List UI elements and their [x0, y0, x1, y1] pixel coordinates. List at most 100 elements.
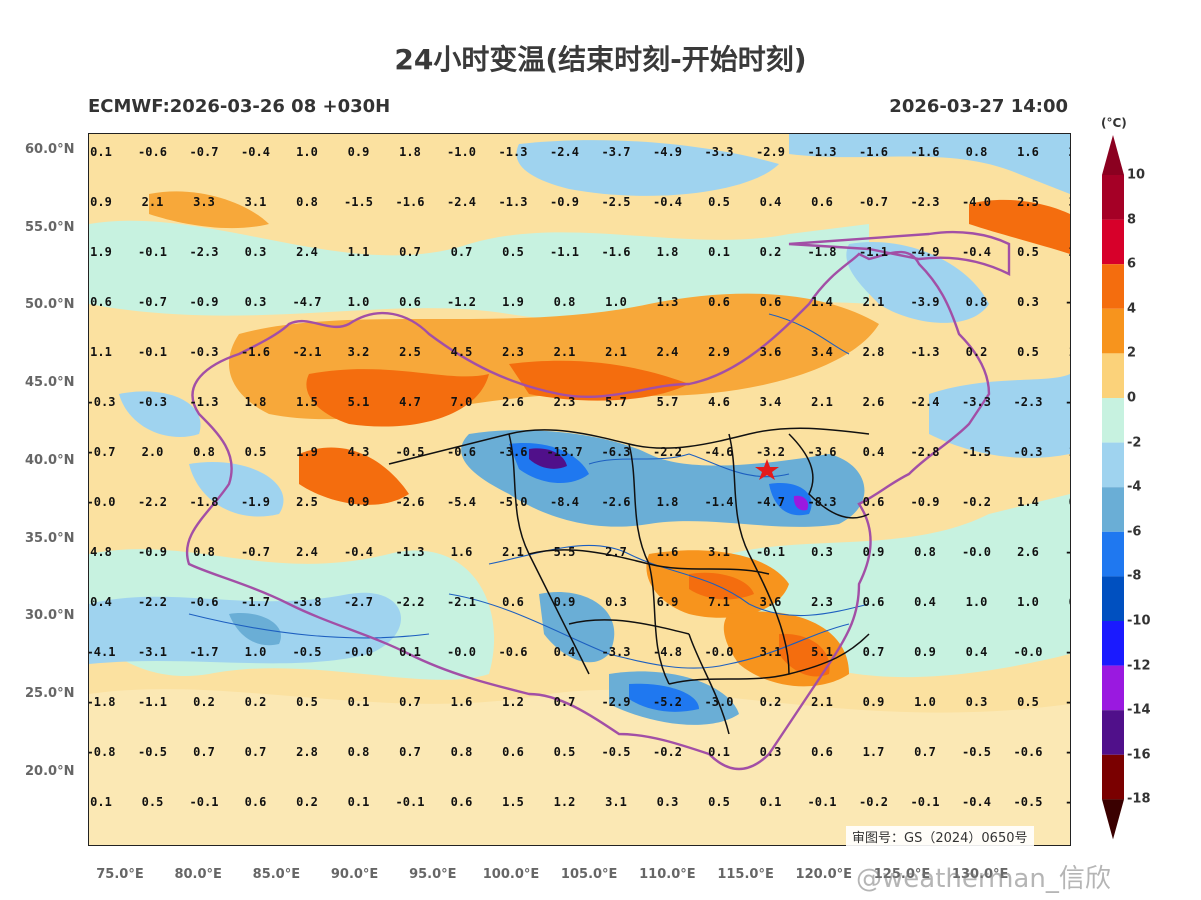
grid-value: -0.3	[190, 345, 219, 359]
grid-value: 0.6	[863, 495, 885, 509]
colorbar-segment	[1102, 264, 1124, 309]
grid-value: 0.6	[451, 795, 473, 809]
grid-value: 0.9	[90, 195, 112, 209]
grid-value: -1.6	[911, 145, 940, 159]
grid-value: 0.5	[502, 245, 524, 259]
grid-value: 0.6	[1069, 495, 1070, 509]
grid-value: 5.1	[811, 645, 833, 659]
grid-value: 0.7	[914, 745, 936, 759]
grid-value: -0.4	[1065, 795, 1070, 809]
grid-value: 1.0	[605, 295, 627, 309]
grid-value: 0.5	[1017, 245, 1039, 259]
temperature-change-map[interactable]: 0.1 -0.6 -0.7 -0.4 1.0 0.9 1.8 -1.0 -1.3 -2.4 -3.7…	[88, 133, 1071, 846]
grid-value: 0.2	[760, 695, 782, 709]
grid-value: -3.2	[1065, 745, 1070, 759]
grid-value: -0.3	[1014, 445, 1043, 459]
grid-value: -2.6	[396, 495, 425, 509]
grid-value: 5.7	[605, 395, 627, 409]
longitude-tick-label: 80.0°E	[174, 867, 222, 882]
grid-value: -2.4	[447, 195, 476, 209]
grid-value: 1.8	[657, 495, 679, 509]
beijing-star-icon[interactable]	[755, 459, 779, 480]
grid-value: -2.2	[138, 495, 167, 509]
grid-value: -0.9	[550, 195, 579, 209]
temperature-field	[89, 134, 1070, 845]
grid-value: 0.4	[90, 595, 112, 609]
colorbar	[1102, 135, 1124, 840]
grid-value: 0.6	[811, 745, 833, 759]
latitude-tick-label: 50.0°N	[25, 297, 75, 313]
grid-value: -1.3	[808, 145, 837, 159]
grid-value: 0.8	[348, 745, 370, 759]
grid-value: -0.0	[447, 645, 476, 659]
grid-value: 3.1	[605, 795, 627, 809]
grid-value: 0.9	[863, 695, 885, 709]
grid-value: 0.3	[1017, 295, 1039, 309]
grid-value: 1.8	[399, 145, 421, 159]
colorbar-segment	[1102, 487, 1124, 532]
grid-value: 3.1	[245, 195, 267, 209]
grid-value: 3.6	[760, 345, 782, 359]
grid-value: 3.1	[760, 645, 782, 659]
colorbar-tick-label: -6	[1127, 524, 1142, 540]
colorbar-segment	[1102, 621, 1124, 666]
grid-value: -0.2	[859, 795, 888, 809]
grid-value: -3.3	[962, 395, 991, 409]
grid-value: -1.6	[241, 345, 270, 359]
longitude-tick-label: 90.0°E	[330, 867, 379, 882]
grid-value: 0.1	[708, 245, 730, 259]
grid-value: -2.4	[911, 395, 940, 409]
grid-value: -1.2	[447, 295, 476, 309]
grid-value: 3.1	[1069, 195, 1070, 209]
grid-value: -1.3	[396, 545, 425, 559]
grid-value: 2.1	[811, 695, 833, 709]
grid-value: 0.5	[245, 445, 267, 459]
colorbar-segment	[1102, 531, 1124, 577]
grid-value: -0.1	[138, 345, 167, 359]
colorbar-max-arrow	[1102, 135, 1124, 175]
grid-value: 1.6	[451, 545, 473, 559]
colorbar-tick-label: 0	[1127, 390, 1137, 406]
grid-value: -2.3	[190, 245, 219, 259]
grid-value: 0.7	[399, 245, 421, 259]
grid-value: 0.2	[193, 695, 215, 709]
grid-value: -1.6	[859, 145, 888, 159]
grid-value: -5.0	[499, 495, 528, 509]
grid-value: 0.3	[966, 695, 988, 709]
grid-value: -1.6	[602, 245, 631, 259]
grid-value: 2.6	[1017, 545, 1039, 559]
grid-value: 3.4	[760, 395, 782, 409]
grid-value: -0.7	[89, 445, 115, 459]
grid-value: 2.1	[502, 545, 524, 559]
grid-value: 3.6	[760, 595, 782, 609]
grid-value: -1.1	[859, 245, 888, 259]
grid-value: -0.9	[1065, 645, 1070, 659]
colorbar-tick-label: 2	[1127, 345, 1137, 361]
grid-value: 1.0	[245, 645, 267, 659]
grid-value: 0.9	[863, 545, 885, 559]
grid-value: 5.1	[348, 395, 370, 409]
grid-value: 1.2	[502, 695, 524, 709]
grid-value: 0.1	[708, 745, 730, 759]
grid-value: 0.6	[399, 295, 421, 309]
grid-value: 0.9	[348, 495, 370, 509]
grid-value: 1.0	[1017, 595, 1039, 609]
grid-value: 0.7	[245, 745, 267, 759]
grid-value: -2.7	[344, 595, 373, 609]
grid-value: 0.3	[760, 745, 782, 759]
grid-value: 0.1	[399, 645, 421, 659]
grid-value: 0.1	[348, 795, 370, 809]
longitude-tick-label: 130.0°E	[951, 867, 1009, 882]
grid-value: 2.3	[811, 595, 833, 609]
grid-value: 0.8	[193, 445, 215, 459]
grid-value: 1.0	[966, 595, 988, 609]
map-canvas: 0.1 -0.6 -0.7 -0.4 1.0 0.9 1.8 -1.0 -1.3 -2.4 -3.7…	[89, 134, 1070, 845]
grid-value: 0.1	[90, 145, 112, 159]
grid-value: 2.0	[142, 445, 164, 459]
grid-value: 1.5	[502, 795, 524, 809]
grid-value: 1.1	[90, 345, 112, 359]
grid-value: 7.1	[708, 595, 730, 609]
grid-value: 1.0	[914, 695, 936, 709]
grid-value: 1.6	[657, 545, 679, 559]
grid-value: 1.9	[90, 245, 112, 259]
